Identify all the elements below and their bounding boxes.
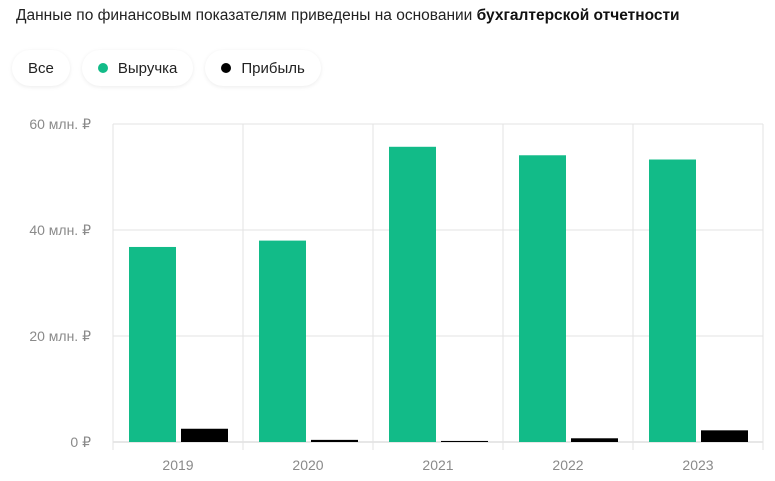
y-tick-label: 0 ₽ (70, 434, 91, 450)
x-tick-label: 2023 (682, 457, 713, 473)
revenue-bar (129, 246, 176, 442)
profit-bar (441, 440, 488, 442)
y-tick-label: 40 млн. ₽ (29, 222, 91, 238)
filter-revenue-label: Выручка (117, 59, 178, 77)
x-tick-label: 2021 (422, 457, 453, 473)
filter-all-label: Все (28, 59, 54, 77)
financial-note-text: Данные по финансовым показателям приведе… (16, 7, 473, 24)
filter-revenue-button[interactable]: Выручка (81, 50, 194, 86)
y-tick-label: 20 млн. ₽ (29, 328, 91, 344)
filter-profit-button[interactable]: Прибыль (205, 50, 321, 86)
y-tick-label: 60 млн. ₽ (29, 116, 91, 132)
revenue-bar (389, 146, 436, 443)
filter-profit-label: Прибыль (241, 59, 305, 77)
financial-note: Данные по финансовым показателям приведе… (16, 5, 680, 27)
series-filter: Все Выручка Прибыль (12, 50, 321, 86)
profit-bar (571, 438, 618, 442)
x-tick-label: 2019 (162, 457, 193, 473)
revenue-bar (259, 240, 306, 442)
x-tick-label: 2020 (292, 457, 323, 473)
revenue-bar (649, 159, 696, 442)
revenue-dot-icon (97, 63, 108, 73)
filter-all-button[interactable]: Все (12, 50, 70, 86)
profit-bar (701, 430, 748, 442)
profit-bar (311, 439, 358, 442)
profit-dot-icon (221, 63, 232, 73)
revenue-bar (519, 155, 566, 442)
profit-bar (181, 428, 228, 442)
x-tick-label: 2022 (552, 457, 583, 473)
accounting-report-link[interactable]: бухгалтерской отчетности (476, 7, 680, 24)
